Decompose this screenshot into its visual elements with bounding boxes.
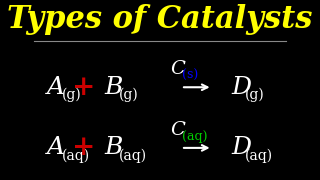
Text: +: + <box>72 134 96 161</box>
Text: (aq): (aq) <box>182 130 208 143</box>
Text: (aq): (aq) <box>245 149 274 163</box>
Text: A: A <box>47 136 65 159</box>
Text: (aq): (aq) <box>119 149 148 163</box>
Text: +: + <box>72 74 96 101</box>
Text: Types of Catalysts: Types of Catalysts <box>7 4 313 35</box>
Text: C: C <box>171 60 185 78</box>
Text: (g): (g) <box>119 88 139 102</box>
Text: B: B <box>105 76 123 99</box>
Text: C: C <box>171 121 185 139</box>
Text: B: B <box>105 136 123 159</box>
Text: D: D <box>231 136 251 159</box>
Text: (s): (s) <box>182 69 199 82</box>
Text: D: D <box>231 76 251 99</box>
Text: (aq): (aq) <box>61 149 90 163</box>
Text: (g): (g) <box>61 88 81 102</box>
Text: A: A <box>47 76 65 99</box>
Text: (g): (g) <box>245 88 265 102</box>
